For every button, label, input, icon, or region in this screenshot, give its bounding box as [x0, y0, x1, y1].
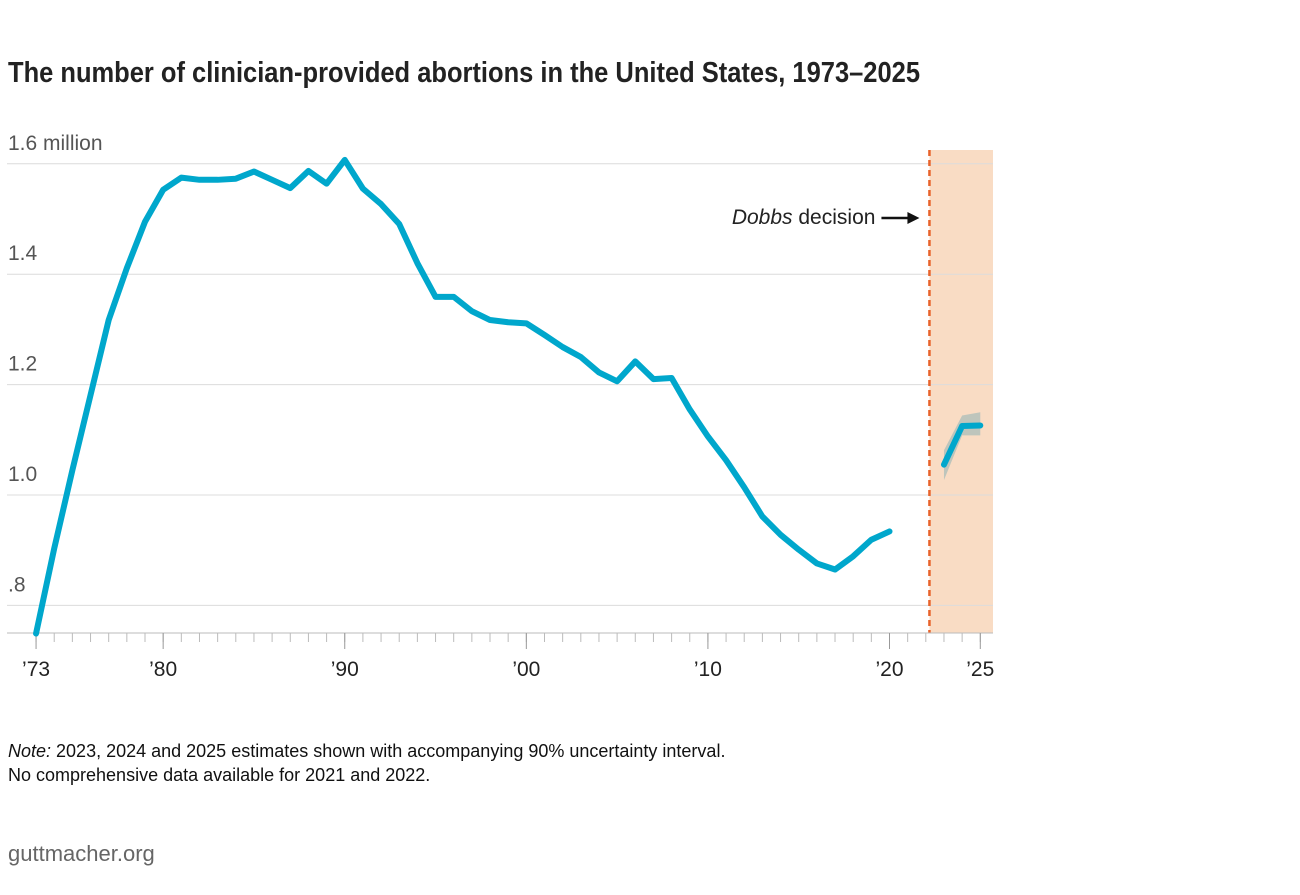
- event-arrowhead: [907, 212, 920, 224]
- event-label-italic: Dobbs: [732, 206, 793, 229]
- note: No comprehensive data available for 2021…: [8, 765, 430, 785]
- x-tick-label: ’73: [22, 658, 50, 681]
- note: 2023, 2024 and 2025 estimates shown with…: [56, 741, 725, 761]
- uncertainty-band: [943, 412, 981, 481]
- x-tick-label: ’90: [331, 658, 359, 681]
- x-tick-label: ’80: [149, 658, 177, 681]
- y-tick-label: 1.2: [8, 353, 37, 376]
- x-tick-label: ’25: [966, 658, 994, 681]
- event-label-text: decision: [798, 206, 875, 229]
- y-tick-label: 1.6 million: [8, 132, 103, 155]
- post-event-shade: [929, 150, 993, 633]
- x-tick-label: ’20: [875, 658, 903, 681]
- y-tick-label: .8: [8, 573, 26, 596]
- note-lead: Note:: [8, 741, 51, 761]
- x-tick-label: ’10: [694, 658, 722, 681]
- data-line: [33, 156, 984, 637]
- x-tick-label: ’00: [512, 658, 540, 681]
- y-tick-label: 1.0: [8, 463, 37, 486]
- y-tick-label: 1.4: [8, 242, 38, 265]
- event-label: Dobbs decision: [732, 206, 876, 229]
- chart-title: The number of clinician-provided abortio…: [8, 57, 920, 89]
- source: guttmacher.org: [8, 841, 155, 866]
